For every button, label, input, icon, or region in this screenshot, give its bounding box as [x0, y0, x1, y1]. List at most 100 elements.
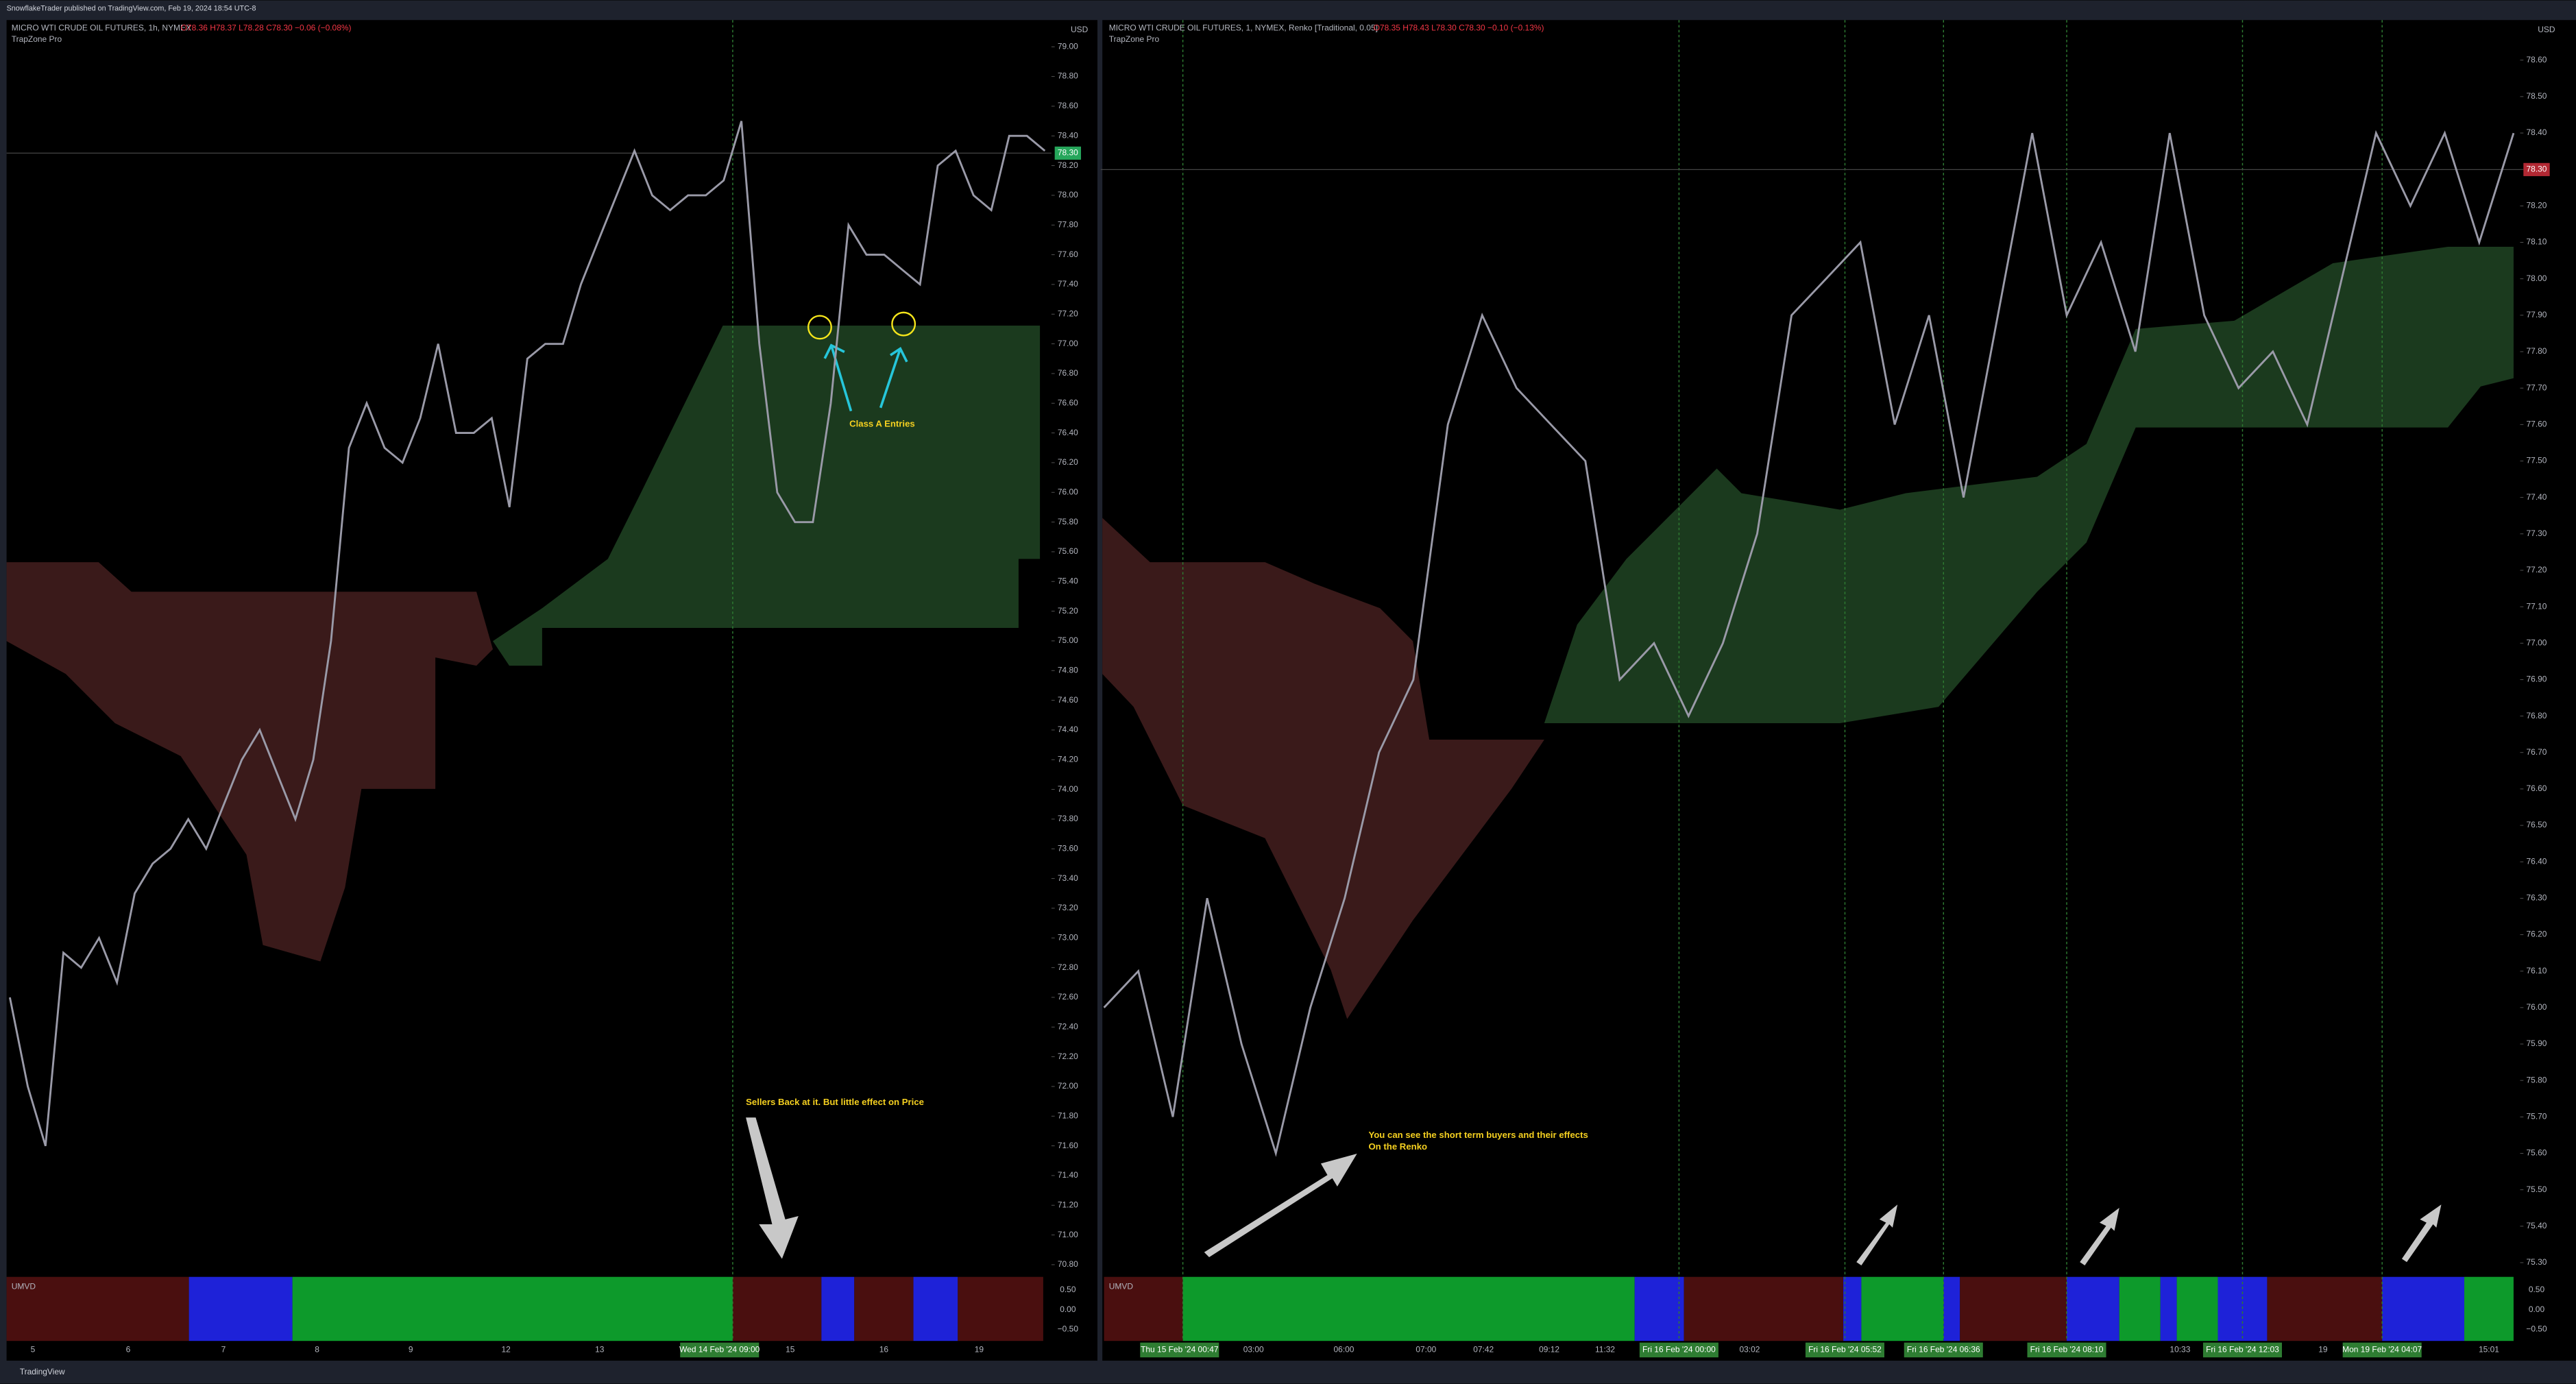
oscillator-bar [1104, 1276, 1183, 1341]
y-tick-label: 72.20 [1058, 1052, 1078, 1061]
y-tick-label: 77.20 [1058, 308, 1078, 318]
y-tick-label: 76.90 [2527, 675, 2547, 684]
oscillator-bar [732, 1276, 822, 1341]
y-tick-label: 75.60 [2527, 1148, 2547, 1158]
oscillator [6, 1276, 2514, 1341]
x-tick-label: 13 [595, 1345, 605, 1355]
x-tick-label: 16 [879, 1345, 889, 1355]
time-highlight [2027, 1342, 2106, 1358]
indicator: TrapZone Pro [12, 34, 62, 44]
oscillator-bar [292, 1276, 733, 1341]
y-tick-label: 77.80 [2527, 346, 2547, 356]
x-tick-label: 15 [786, 1345, 795, 1355]
price-tag [2523, 162, 2550, 176]
y-tick-label: 73.60 [1058, 843, 1078, 853]
oscillator-bar [1861, 1276, 1944, 1341]
x-tick-label: Thu 15 Feb '24 00:47 [1141, 1345, 1219, 1355]
y-tick-label: 73.40 [1058, 873, 1078, 883]
y-tick-label: 76.30 [2527, 893, 2547, 903]
y-tick-label: 75.00 [1058, 635, 1078, 645]
y-tick-label: 71.20 [1058, 1200, 1078, 1209]
x-tick-label: 11:32 [1595, 1345, 1615, 1355]
y-tick-label: 77.90 [2527, 310, 2547, 319]
x-tick-label: Fri 16 Feb '24 12:03 [2206, 1345, 2279, 1355]
time-highlight [1904, 1342, 1983, 1358]
x-tick-label: Fri 16 Feb '24 05:52 [1808, 1345, 1882, 1355]
x-tick-label: 12 [502, 1345, 511, 1355]
y-tick-label: 72.00 [1058, 1081, 1078, 1091]
arrow [1204, 1153, 1357, 1257]
oscillator-bar [2160, 1276, 2177, 1341]
x-tick-label: 06:00 [1334, 1345, 1354, 1355]
x-tick-label: 6 [126, 1345, 131, 1355]
y-tick-label: 72.40 [1058, 1021, 1078, 1031]
y-tick-label: 75.50 [2527, 1185, 2547, 1194]
price-line [8, 121, 1046, 1147]
annotation: You can see the short term buyers and th… [1368, 1130, 1588, 1140]
oscillator-bar [1684, 1276, 1844, 1341]
y-tick-label: 78.00 [2527, 274, 2547, 283]
bull-zone [493, 326, 1041, 666]
y-tick-label: 78.60 [1058, 101, 1078, 110]
y-tick-label: 78.10 [2527, 237, 2547, 247]
osc-tick-label: −0.50 [2526, 1324, 2547, 1334]
x-tick-label: 09:12 [1539, 1345, 1559, 1355]
y-tick-label: 71.60 [1058, 1141, 1078, 1150]
oscillator-bar [1634, 1276, 1684, 1341]
x-tick-label: 03:02 [1739, 1345, 1760, 1355]
x-tick-label: 5 [31, 1345, 36, 1355]
osc-tick-label: −0.50 [1058, 1324, 1079, 1334]
arrow [746, 1117, 799, 1259]
y-tick-label: 76.10 [2527, 966, 2547, 975]
y-tick-label: 70.80 [1058, 1259, 1078, 1269]
oscillator-bar [6, 1276, 189, 1341]
y-tick-label: 77.30 [2527, 529, 2547, 538]
y-tick-label: 77.50 [2527, 456, 2547, 465]
y-tick-label: 78.50 [2527, 91, 2547, 101]
price-tag [1054, 146, 1082, 160]
time-highlight [680, 1342, 760, 1358]
y-tick-label: 77.10 [2527, 601, 2547, 611]
y-tick-label: 79.00 [1058, 41, 1078, 51]
y-tick-label: 75.80 [2527, 1075, 2547, 1084]
y-tick-label: 78.80 [1058, 71, 1078, 81]
oscillator-bar [2119, 1276, 2161, 1341]
y-tick-label: 77.40 [2527, 492, 2547, 502]
y-tick-label: 78.20 [2527, 201, 2547, 210]
y-tick-label: 75.40 [1058, 576, 1078, 585]
y-tick-label: 77.20 [2527, 565, 2547, 574]
session-lines [732, 20, 2383, 1341]
y-tick-label: 77.00 [2527, 638, 2547, 647]
x-tick-label: Fri 16 Feb '24 08:10 [2030, 1345, 2104, 1355]
y-tick-label: 78.00 [1058, 190, 1078, 199]
symbol: MICRO WTI CRUDE OIL FUTURES, 1, NYMEX, R… [1109, 23, 1378, 32]
oscillator-bar [913, 1276, 958, 1341]
oscillator-bar [189, 1276, 293, 1341]
x-tick-label: 03:00 [1243, 1345, 1264, 1355]
x-tick-label: 19 [2318, 1345, 2328, 1355]
y-tick-label: 75.60 [1058, 546, 1078, 556]
y-tick-label: 75.20 [1058, 606, 1078, 616]
oscillator-bar [2267, 1276, 2383, 1341]
y-tick-label: 76.50 [2527, 820, 2547, 829]
oscillator-bar [1960, 1276, 2067, 1341]
x-tick-label: 07:00 [1415, 1345, 1436, 1355]
annotation: On the Renko [1368, 1141, 1427, 1152]
annotation: Class A Entries [849, 418, 915, 428]
x-tick-label: 8 [315, 1345, 319, 1355]
x-tick-label: 07:42 [1473, 1345, 1494, 1355]
currency: USD [2538, 25, 2555, 34]
y-tick-label: 77.80 [1058, 219, 1078, 229]
y-tick-label: 76.60 [2527, 784, 2547, 793]
oscillator-bar [2067, 1276, 2119, 1341]
indicator: TrapZone Pro [1109, 34, 1160, 44]
osc-tick-label: 0.50 [2529, 1285, 2545, 1294]
x-tick-label: 9 [409, 1345, 413, 1355]
y-tick-label: 78.40 [1058, 130, 1078, 140]
oscillator-bar [958, 1276, 1043, 1341]
time-highlight [1140, 1342, 1219, 1358]
y-tick-label: 73.20 [1058, 903, 1078, 912]
y-tick-label: 78.20 [1058, 160, 1078, 170]
y-tick-label: 77.60 [1058, 250, 1078, 259]
